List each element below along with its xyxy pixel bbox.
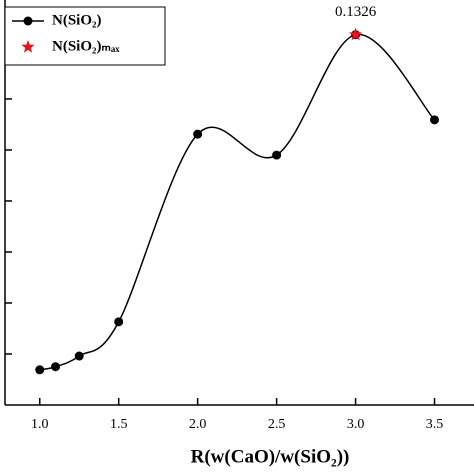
marker bbox=[35, 365, 45, 375]
x-tick-label: 1.0 bbox=[31, 417, 49, 432]
x-tick-label: 2.5 bbox=[268, 417, 286, 432]
x-tick-label: 3.0 bbox=[347, 417, 365, 432]
legend-label: N(SiO₂) bbox=[52, 12, 102, 28]
marker bbox=[74, 351, 84, 361]
legend-marker bbox=[21, 40, 35, 53]
peak-label: 0.1326 bbox=[335, 4, 377, 20]
marker bbox=[430, 115, 440, 125]
legend: N(SiO₂) N(SiO₂)ₘₐₓ bbox=[4, 6, 166, 66]
peak-marker bbox=[348, 27, 363, 41]
x-tick-label: 2.0 bbox=[189, 417, 207, 432]
x-axis-label: R(w(CaO)/w(SiO₂)) bbox=[191, 446, 350, 467]
legend-label: N(SiO₂)ₘₐₓ bbox=[52, 38, 120, 54]
x-tick-label: 3.5 bbox=[426, 417, 444, 432]
marker bbox=[272, 150, 282, 160]
marker bbox=[193, 129, 203, 139]
line bbox=[39, 33, 436, 371]
marker bbox=[114, 317, 124, 327]
marker bbox=[51, 362, 61, 372]
legend-marker bbox=[23, 16, 33, 26]
legend-box bbox=[4, 6, 166, 66]
x-tick-label: 1.5 bbox=[110, 417, 128, 432]
